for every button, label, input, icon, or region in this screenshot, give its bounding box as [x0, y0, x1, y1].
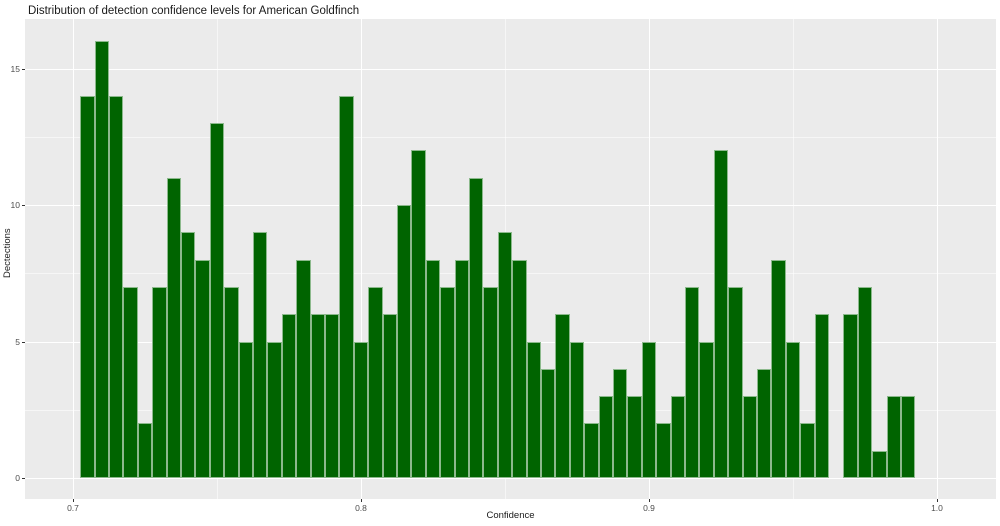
histogram-bar — [152, 286, 167, 478]
x-tick-mark — [361, 499, 362, 502]
x-tick-label: 0.9 — [643, 503, 655, 513]
x-tick-mark — [73, 499, 74, 502]
histogram-bar — [757, 368, 772, 478]
histogram-bar — [195, 259, 210, 478]
histogram-bar — [253, 232, 268, 478]
x-axis-title: Confidence — [486, 510, 535, 521]
histogram-bar — [80, 95, 95, 478]
histogram-bar — [469, 177, 484, 478]
x-tick-mark — [937, 499, 938, 502]
histogram-bar — [670, 396, 685, 478]
histogram-bar — [598, 396, 613, 478]
y-tick-mark — [22, 205, 25, 206]
histogram-bar — [425, 259, 441, 478]
plot-panel — [25, 19, 996, 499]
histogram-bar — [713, 150, 729, 478]
histogram-bar — [886, 396, 901, 478]
x-major-gridline — [361, 19, 362, 499]
histogram-bar — [800, 423, 815, 478]
x-minor-gridline — [793, 19, 794, 499]
histogram-bar — [310, 314, 325, 478]
histogram-bar — [728, 286, 743, 478]
histogram-bar — [584, 423, 599, 478]
y-tick-mark — [22, 68, 25, 70]
histogram-bar — [843, 314, 858, 478]
y-major-gridline — [25, 68, 996, 70]
histogram-bar — [339, 95, 354, 478]
histogram-bar — [901, 396, 916, 478]
y-major-gridline — [25, 478, 996, 479]
y-tick-label: 10 — [10, 200, 20, 210]
histogram-bar — [699, 341, 714, 478]
histogram-bar — [209, 123, 225, 478]
histogram-bar — [296, 259, 311, 478]
x-tick-mark — [649, 499, 650, 502]
chart-title: Distribution of detection confidence lev… — [28, 5, 360, 17]
histogram-bar — [382, 314, 397, 478]
histogram-bar — [166, 177, 181, 478]
histogram-bar — [94, 41, 109, 478]
histogram-bar — [641, 341, 657, 478]
histogram-bar — [181, 232, 196, 478]
histogram-bar — [685, 286, 700, 478]
histogram-bar — [483, 286, 498, 478]
histogram-bar — [526, 341, 541, 478]
histogram-bar — [785, 341, 801, 478]
histogram-bar — [281, 314, 297, 478]
histogram-bar — [224, 286, 239, 478]
histogram-bar — [397, 205, 412, 478]
histogram-bar — [512, 259, 527, 478]
x-tick-label: 0.7 — [67, 503, 79, 513]
histogram-bar — [541, 368, 556, 478]
histogram-bar — [325, 314, 340, 478]
histogram-bar — [771, 259, 786, 478]
y-axis-title: Dectections — [2, 228, 13, 278]
histogram-bar — [411, 150, 426, 478]
y-tick-mark — [22, 341, 25, 343]
histogram-bar — [656, 423, 671, 478]
y-tick-label: 5 — [15, 336, 20, 347]
histogram-bar — [440, 286, 455, 478]
histogram-bar — [109, 95, 124, 478]
histogram-bar — [857, 286, 873, 478]
histogram-bar — [238, 341, 253, 478]
y-tick-label: 0 — [15, 473, 20, 483]
x-major-gridline — [937, 19, 938, 499]
y-tick-label: 15 — [10, 63, 20, 74]
histogram-bar — [267, 341, 282, 478]
x-major-gridline — [649, 19, 650, 499]
histogram-bar — [569, 341, 585, 478]
histogram-bar — [353, 341, 369, 478]
histogram-bar — [613, 368, 628, 478]
histogram-bar — [872, 450, 887, 478]
histogram-bar — [123, 286, 138, 478]
y-tick-mark — [22, 478, 25, 479]
x-tick-label: 1.0 — [931, 503, 943, 513]
histogram-bar — [497, 232, 513, 478]
histogram-bar — [627, 396, 642, 478]
y-major-gridline — [25, 205, 996, 206]
histogram-bar — [368, 286, 383, 478]
x-major-gridline — [73, 19, 74, 499]
x-tick-label: 0.8 — [355, 503, 367, 513]
y-minor-gridline — [25, 136, 996, 138]
histogram-bar — [137, 423, 153, 478]
histogram-bar — [555, 314, 570, 478]
histogram-bar — [814, 314, 829, 478]
histogram-bar — [454, 259, 469, 478]
histogram-bar — [742, 396, 757, 478]
